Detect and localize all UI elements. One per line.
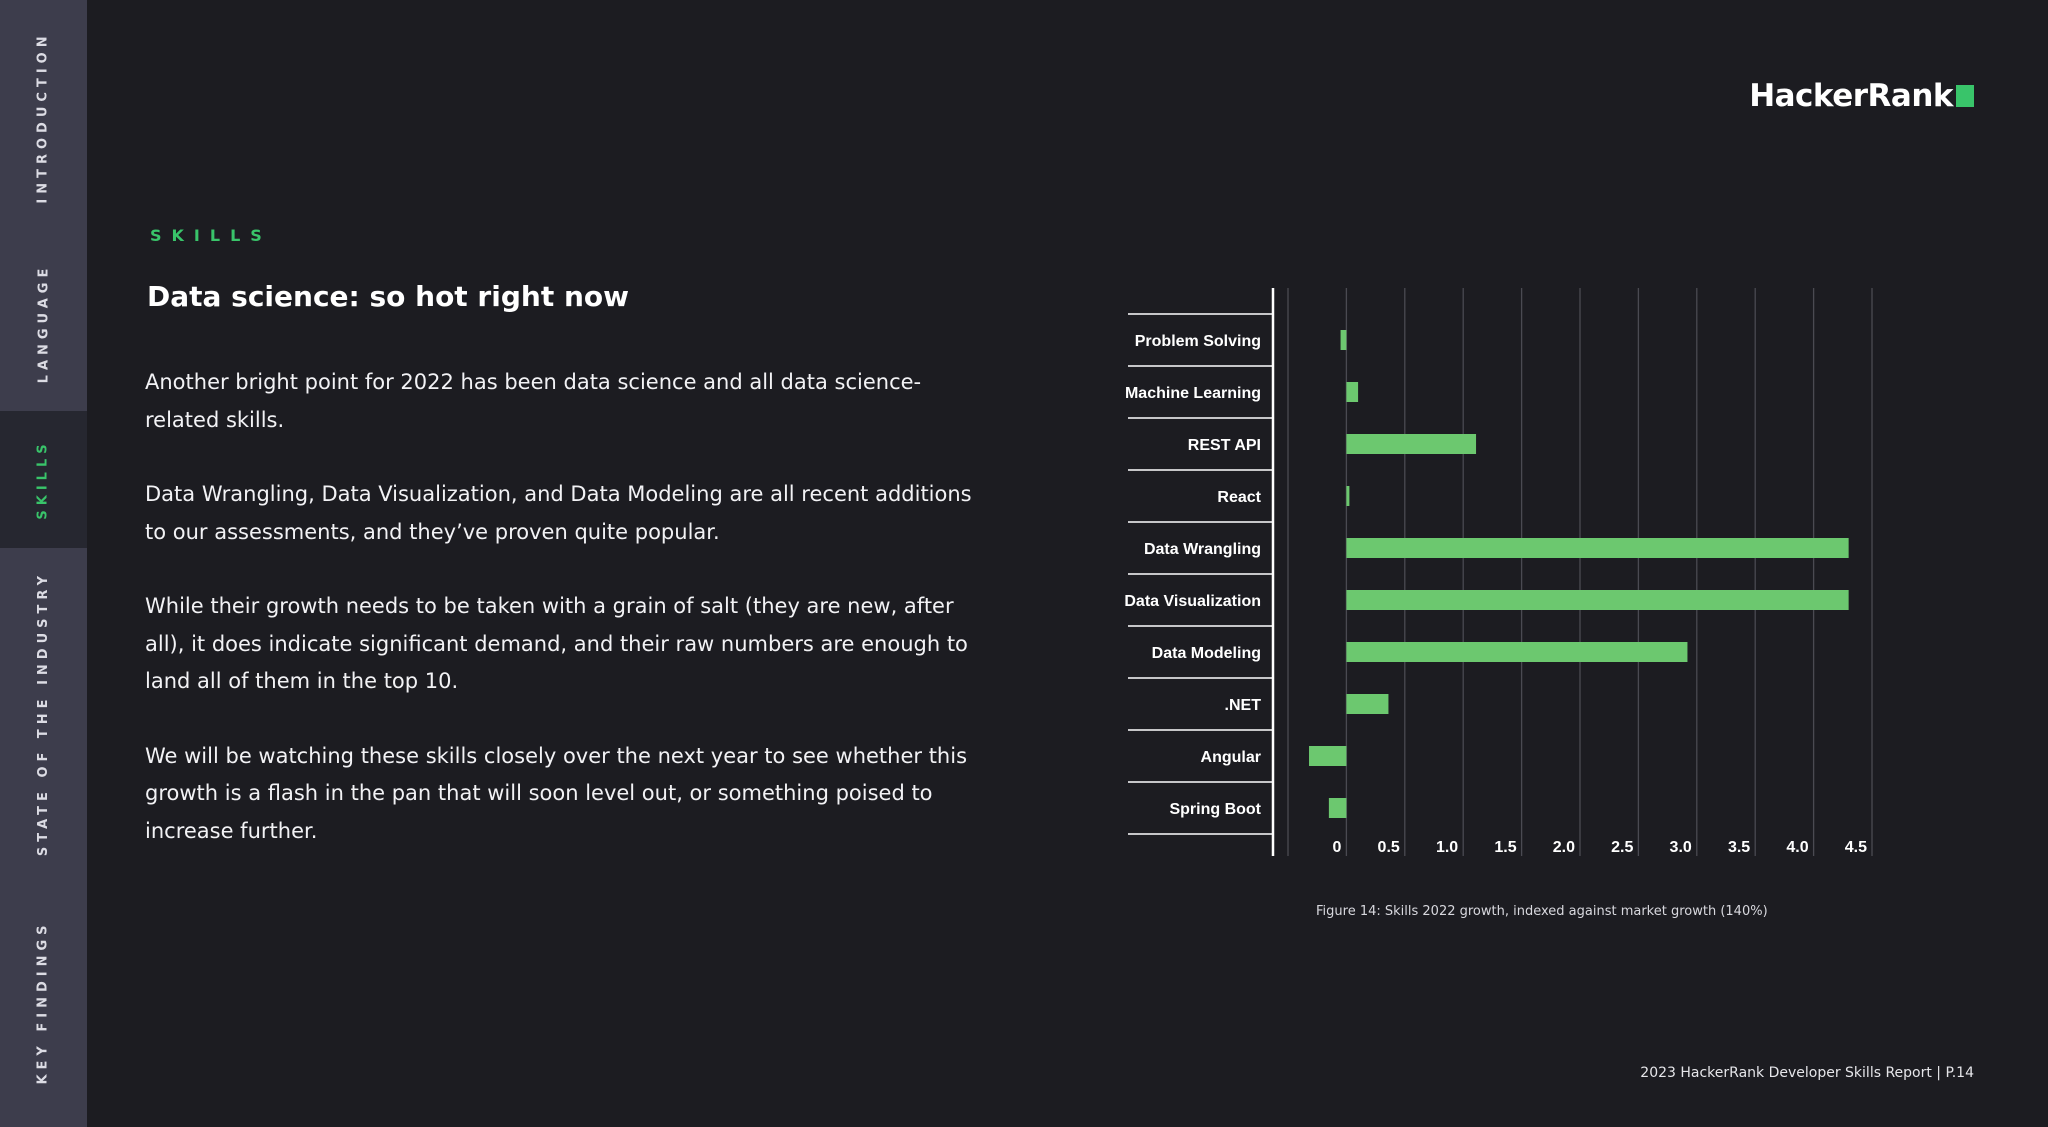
nav-label: KEY FINDINGS xyxy=(36,920,52,1085)
category-label: Angular xyxy=(1201,749,1261,766)
x-tick-label: 0.5 xyxy=(1378,839,1400,856)
body-text: Another bright point for 2022 has been d… xyxy=(145,364,975,887)
bar xyxy=(1346,538,1849,558)
x-tick-label: 1.0 xyxy=(1436,839,1458,856)
category-label: REST API xyxy=(1188,437,1261,454)
nav-item-key-findings[interactable]: KEY FINDINGS xyxy=(0,878,87,1127)
bar xyxy=(1340,330,1347,350)
bar xyxy=(1346,590,1849,610)
nav-item-state-of-the-industry[interactable]: STATE OF THE INDUSTRY xyxy=(0,548,87,878)
hackerrank-logo[interactable]: HackerRank xyxy=(1749,78,1974,114)
bar xyxy=(1346,434,1477,454)
category-label: Data Visualization xyxy=(1124,593,1261,610)
nav-label: LANGUAGE xyxy=(36,263,52,383)
nav-label: SKILLS xyxy=(36,439,51,520)
bar xyxy=(1346,642,1688,662)
nav-label: STATE OF THE INDUSTRY xyxy=(36,570,52,856)
paragraph: Data Wrangling, Data Visualization, and … xyxy=(145,482,972,544)
x-tick-label: 3.0 xyxy=(1670,839,1692,856)
x-tick-label: 2.5 xyxy=(1611,839,1633,856)
category-label: Data Modeling xyxy=(1152,645,1261,662)
category-label: React xyxy=(1217,489,1261,506)
x-tick-label: 2.0 xyxy=(1553,839,1575,856)
figure-caption: Figure 14: Skills 2022 growth, indexed a… xyxy=(1316,904,1768,919)
nav-item-introduction[interactable]: INTRODUCTION xyxy=(0,0,87,235)
x-tick-label: 0 xyxy=(1332,839,1341,856)
logo-text: HackerRank xyxy=(1749,78,1953,114)
x-tick-label: 4.5 xyxy=(1845,839,1867,856)
x-tick-label: 1.5 xyxy=(1494,839,1516,856)
bar xyxy=(1328,798,1347,818)
page-footer: 2023 HackerRank Developer Skills Report … xyxy=(1640,1065,1974,1081)
nav-label: INTRODUCTION xyxy=(36,31,52,204)
logo-square-icon xyxy=(1956,85,1974,107)
sidebar-nav: INTRODUCTION LANGUAGE SKILLS STATE OF TH… xyxy=(0,0,87,1127)
category-label: Spring Boot xyxy=(1169,801,1261,818)
paragraph: While their growth needs to be taken wit… xyxy=(145,594,968,693)
page-title: Data science: so hot right now xyxy=(147,280,629,313)
x-tick-label: 3.5 xyxy=(1728,839,1750,856)
category-label: Data Wrangling xyxy=(1144,541,1261,558)
nav-item-language[interactable]: LANGUAGE xyxy=(0,235,87,411)
skills-growth-bar-chart: Problem Solving Machine Learning REST API R… xyxy=(1124,288,1873,856)
section-eyebrow: SKILLS xyxy=(150,226,272,245)
bar xyxy=(1346,382,1359,402)
bar xyxy=(1309,746,1347,766)
category-label: .NET xyxy=(1225,697,1262,714)
x-tick-label: 4.0 xyxy=(1786,839,1808,856)
bar xyxy=(1346,694,1389,714)
paragraph: Another bright point for 2022 has been d… xyxy=(145,370,922,432)
nav-item-skills[interactable]: SKILLS xyxy=(0,411,87,548)
bar xyxy=(1346,486,1350,506)
paragraph: We will be watching these skills closely… xyxy=(145,743,968,843)
category-label: Problem Solving xyxy=(1135,333,1261,350)
category-label: Machine Learning xyxy=(1125,385,1261,402)
